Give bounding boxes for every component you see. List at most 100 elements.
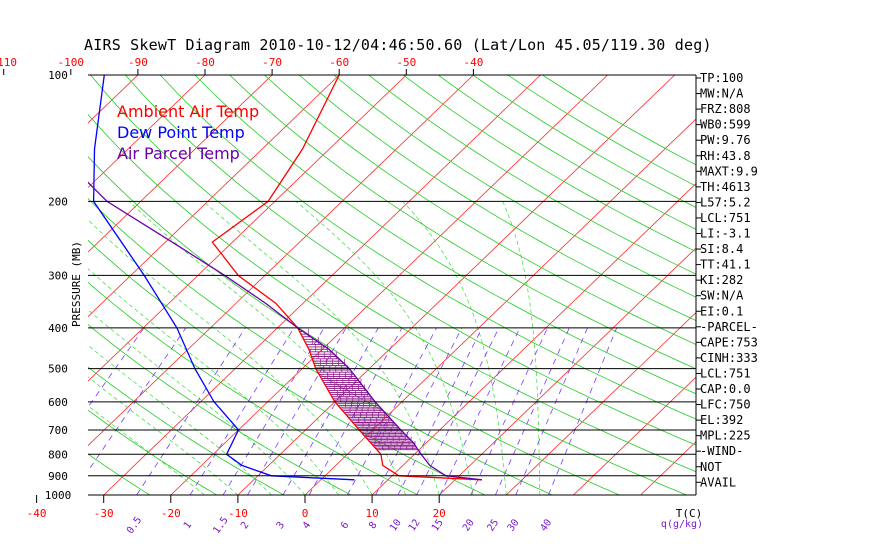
isotherm-line [640,441,696,495]
index-value: L57:5.2 [700,195,751,209]
top-x-tick-label: -50 [396,56,416,69]
mixing-ratio-unit: q(g/kg) [661,519,703,530]
top-x-tick-label: -80 [195,56,215,69]
mixing-ratio-label: 25 [485,517,501,533]
dry-adiabat [159,75,696,420]
moist-adiabat [88,309,306,495]
mixing-ratio-label: 1 [182,520,194,531]
x-tick-label: -30 [94,507,114,520]
parcel-temp-line [88,181,482,481]
x-tick-label: -10 [228,507,248,520]
mixing-ratio-line [515,327,588,495]
index-value: SW:N/A [700,289,744,303]
legend-item: Air Parcel Temp [117,144,240,163]
ambient-temp-line [211,75,482,481]
mixing-ratio-label: 10 [388,517,404,533]
top-x-tick-label: -40 [463,56,483,69]
dry-adiabat [368,75,696,275]
isotherm-line [304,118,696,495]
y-tick-label: 300 [48,269,68,282]
dry-adiabat [125,75,696,446]
mixing-ratio-label: 40 [538,517,554,533]
index-value: TP:100 [700,71,743,85]
index-value: MPL:225 [700,429,751,443]
legend-item: Ambient Air Temp [117,102,259,121]
dry-adiabat [437,75,696,230]
index-value: TT:41.1 [700,258,751,272]
isotherm-line [103,75,541,495]
moist-adiabat [88,376,239,495]
moist-adiabat [295,201,474,495]
index-value: -WIND- [700,444,743,458]
dry-adiabat [88,409,218,495]
top-x-tick-label: -60 [329,56,349,69]
index-value: TH:4613 [700,180,751,194]
x-axis-label: T(C) [676,507,703,520]
dry-adiabat [472,75,696,208]
moist-adiabat [88,268,339,495]
isotherm-line [88,75,206,189]
mixing-ratio-line [375,327,463,495]
y-tick-label: 100 [48,69,68,82]
y-axis-label: PRESSURE (MB) [70,241,83,327]
top-x-tick-label: -70 [262,56,282,69]
isotherm-line [170,75,608,495]
index-value: CINH:333 [700,351,758,365]
mixing-ratio-line [439,327,521,495]
index-value: LCL:751 [700,366,751,380]
mixing-ratio-line [548,327,618,495]
y-tick-label: 1000 [45,489,72,502]
y-tick-label: 200 [48,195,68,208]
y-tick-label: 900 [48,470,68,483]
dry-adiabat [507,75,696,187]
dry-adiabat [333,75,696,298]
index-value: -PARCEL- [700,320,758,334]
isotherm-line [88,75,273,253]
dry-adiabat [88,113,687,495]
y-tick-label: 400 [48,322,68,335]
isotherm-line [573,376,696,495]
mixing-ratio-line [347,327,437,495]
y-tick-label: 700 [48,424,68,437]
isotherm-line [371,183,696,495]
moist-adiabat [203,201,440,495]
legend-item: Dew Point Temp [117,123,245,142]
dry-adiabat [88,156,620,495]
index-value: CAP:0.0 [700,382,751,396]
dry-adiabat [90,75,696,473]
mixing-ratio-line [416,327,500,495]
mixing-ratio-label: 30 [506,517,522,533]
dry-adiabat [194,75,696,395]
index-value: CAPE:753 [700,335,758,349]
mixing-ratio-label: 12 [407,517,423,533]
mixing-ratio-label: 6 [339,520,351,531]
y-tick-label: 600 [48,396,68,409]
dry-adiabat [88,453,150,495]
isotherm-line [506,312,696,495]
isotherm-line [88,75,474,447]
chart-title: AIRS SkewT Diagram 2010-10-12/04:46:50.6… [84,36,712,54]
index-value: EL:392 [700,413,743,427]
dry-adiabat [264,75,696,345]
index-value: SI:8.4 [700,242,743,256]
index-value: NOT [700,460,722,474]
index-value: LFC:750 [700,398,751,412]
cape-shading [298,328,419,451]
isotherm-line [438,247,696,495]
dry-adiabat [403,75,696,253]
mixing-ratio-line [308,327,403,495]
mixing-ratio-label: 3 [275,520,287,531]
index-value: MW:N/A [700,87,744,101]
moist-adiabat [88,405,205,495]
index-value: EI:0.1 [700,304,743,318]
mixing-ratio-line [470,327,548,495]
mixing-ratio-label: 4 [301,520,313,531]
mixing-ratio-line [222,327,325,495]
x-tick-label: -20 [161,507,181,520]
index-value: AVAIL [700,475,736,489]
dry-adiabat [229,75,696,370]
mixing-ratio-label: 2 [239,520,251,531]
index-value: WB0:599 [700,118,751,132]
y-tick-label: 500 [48,363,68,376]
